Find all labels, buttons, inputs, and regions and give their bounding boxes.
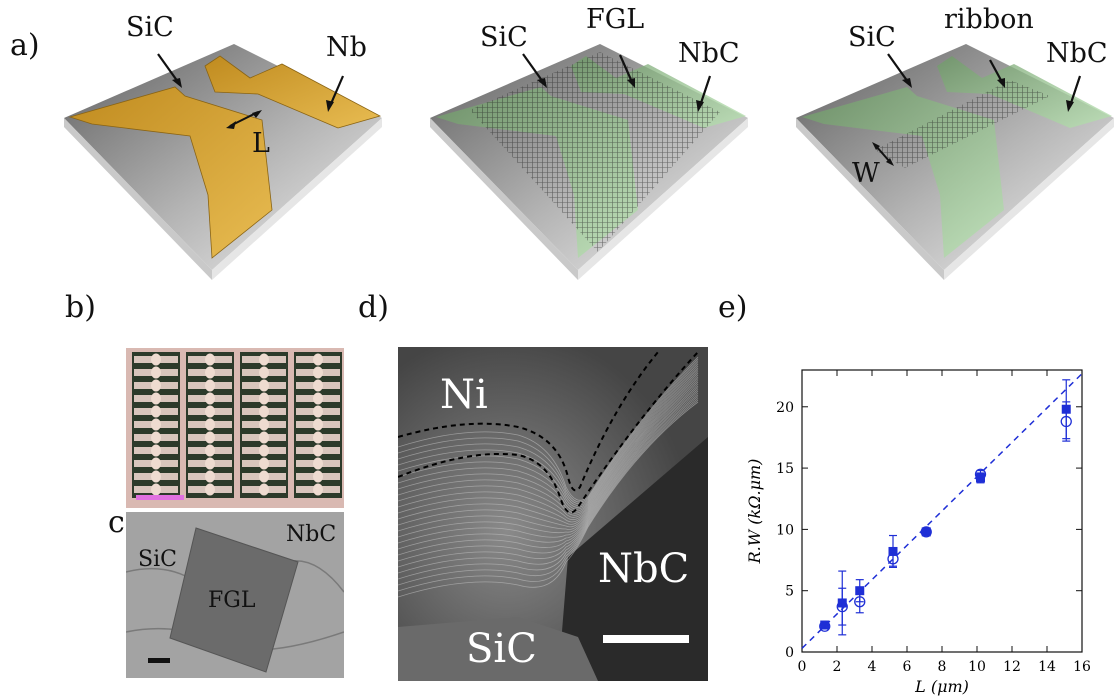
label-fgl-c: FGL xyxy=(208,588,256,613)
pointer-fgl xyxy=(618,54,634,83)
label-gap: L xyxy=(252,128,270,159)
label-sic-2: SiC xyxy=(480,22,528,53)
pointer-nbc-2 xyxy=(698,75,712,107)
scale-bar-d xyxy=(603,635,689,643)
label-ribbon: ribbon xyxy=(944,4,1034,35)
width-arrow xyxy=(875,145,891,163)
device-array-svg xyxy=(126,348,344,508)
sem-svg xyxy=(126,512,344,678)
scale-bar-b xyxy=(136,495,184,500)
label-nbc-2: NbC xyxy=(678,38,740,69)
ribbon-shape xyxy=(875,80,1050,168)
panel-letter-a: a) xyxy=(10,28,40,63)
nbc-region xyxy=(558,437,708,681)
label-nbc-3: NbC xyxy=(1046,38,1108,69)
nb-electrode-left xyxy=(68,86,273,259)
panel-letter-b: b) xyxy=(65,290,96,325)
panel-letter-d: d) xyxy=(358,290,389,325)
label-nbc-c: NbC xyxy=(286,522,337,547)
fgl-region xyxy=(169,527,299,673)
pointer-sic-1 xyxy=(157,53,179,83)
label-sic-c: SiC xyxy=(138,547,177,572)
pointer-sic-3 xyxy=(887,53,909,83)
tem-image xyxy=(398,347,708,681)
pointer-nb xyxy=(328,75,345,107)
substrate-2 xyxy=(430,44,748,280)
label-nbc-d: NbC xyxy=(598,546,690,592)
label-nb: Nb xyxy=(326,32,367,63)
label-sic-d: SiC xyxy=(466,626,537,672)
panel-letter-e: e) xyxy=(718,290,748,325)
label-sic-3: SiC xyxy=(848,22,896,53)
label-ni: Ni xyxy=(440,372,488,418)
pointer-ribbon xyxy=(989,59,1003,83)
label-width: W xyxy=(852,158,880,189)
label-sic-1: SiC xyxy=(126,12,174,43)
dashed-boundary-upper xyxy=(398,351,659,492)
substrate-3 xyxy=(796,44,1114,280)
nb-electrode-right xyxy=(204,55,382,129)
label-fgl: FGL xyxy=(586,4,645,35)
optical-micrograph xyxy=(126,348,344,508)
dashed-boundary-lower xyxy=(398,351,699,514)
scale-bar-c xyxy=(148,658,170,663)
panel-letter-c: c xyxy=(108,505,125,540)
pointer-sic-2 xyxy=(522,53,544,83)
sem-image xyxy=(126,512,344,678)
pointer-nbc-3 xyxy=(1068,75,1082,107)
tem-svg xyxy=(398,347,708,681)
